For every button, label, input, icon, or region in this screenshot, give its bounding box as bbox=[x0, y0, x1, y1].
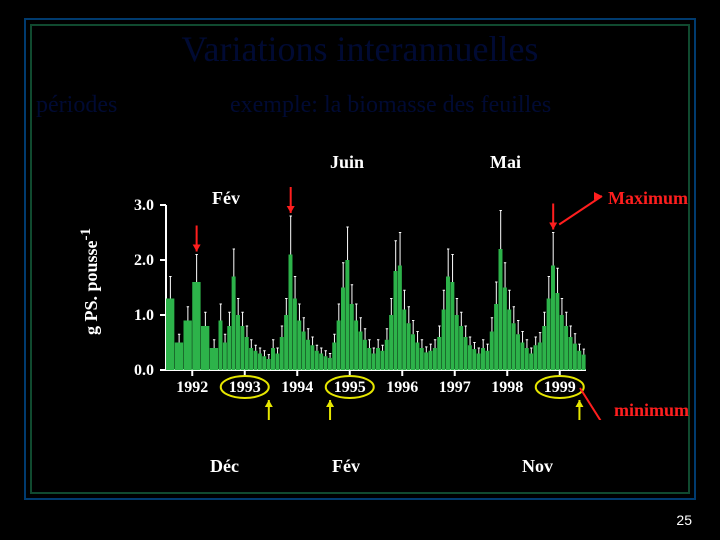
svg-text:1993: 1993 bbox=[229, 379, 261, 396]
subtitle-left: périodes bbox=[36, 92, 117, 119]
y-axis-label: g PS. pousse-1 bbox=[78, 228, 102, 335]
slide-number: 25 bbox=[676, 512, 692, 528]
subtitle-right: exemple: la biomasse des feuilles bbox=[230, 92, 551, 119]
svg-text:1994: 1994 bbox=[281, 379, 313, 396]
svg-text:2.0: 2.0 bbox=[134, 252, 154, 269]
slide: { "slide_number": "25", "title": "Variat… bbox=[0, 0, 720, 540]
annotation-maximum: Maximum bbox=[608, 188, 688, 209]
slide-title: Variations interannuelles bbox=[0, 28, 720, 70]
annotation-dec: Déc bbox=[210, 456, 239, 477]
svg-text:1998: 1998 bbox=[491, 379, 523, 396]
svg-text:1997: 1997 bbox=[439, 379, 471, 396]
annotation-fev-bot: Fév bbox=[332, 456, 360, 477]
svg-text:1995: 1995 bbox=[334, 379, 366, 396]
annotation-nov: Nov bbox=[522, 456, 553, 477]
svg-text:1992: 1992 bbox=[176, 379, 208, 396]
annotation-juin: Juin bbox=[330, 152, 364, 173]
biomass-chart: 0.0 1.0 2.0 3.0 1992 1993 1994 1995 1996 1997 1998… bbox=[106, 150, 606, 420]
annotation-fev-top: Fév bbox=[212, 188, 240, 209]
svg-text:1996: 1996 bbox=[386, 379, 418, 396]
svg-text:1999: 1999 bbox=[544, 379, 576, 396]
svg-text:3.0: 3.0 bbox=[134, 197, 154, 214]
chart-svg: 0.0 1.0 2.0 3.0 1992 1993 1994 1995 1996 1997 1998… bbox=[106, 150, 606, 420]
annotation-mai: Mai bbox=[490, 152, 521, 173]
annotation-minimum: minimum bbox=[614, 400, 689, 421]
svg-text:0.0: 0.0 bbox=[134, 362, 154, 379]
svg-text:1.0: 1.0 bbox=[134, 307, 154, 324]
